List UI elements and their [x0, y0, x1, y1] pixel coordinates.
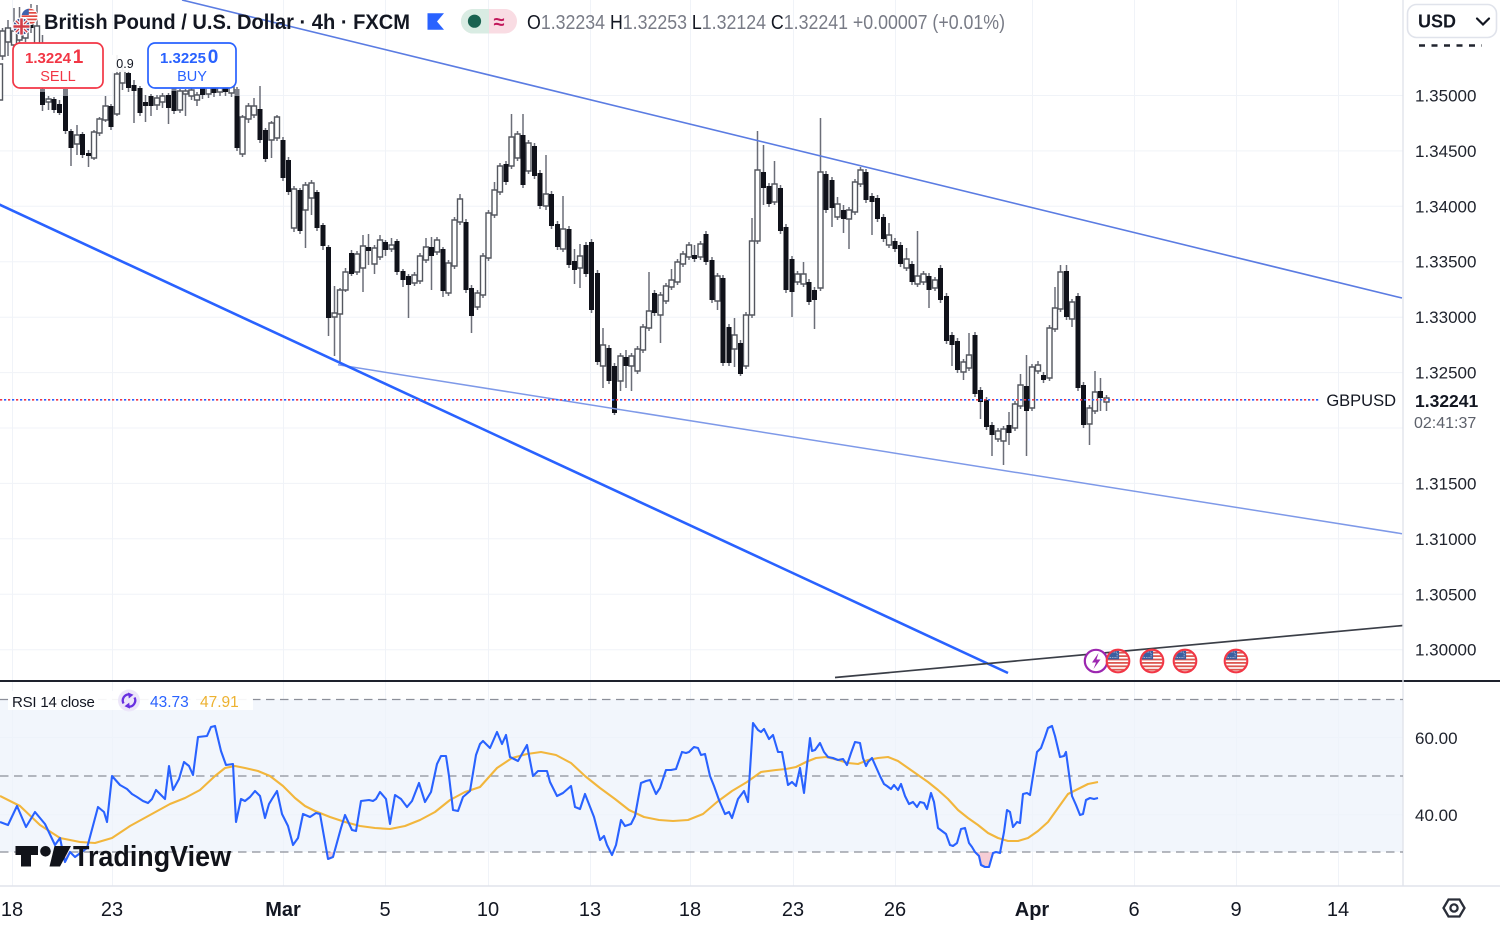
svg-text:1.3225: 1.3225	[160, 50, 206, 67]
svg-text:TradingView: TradingView	[73, 841, 232, 873]
svg-text:10: 10	[477, 899, 499, 921]
svg-text:Apr: Apr	[1015, 899, 1050, 921]
svg-text:0: 0	[208, 47, 219, 68]
svg-text:1.32241: 1.32241	[1415, 391, 1479, 411]
svg-text:18: 18	[679, 899, 701, 921]
svg-text:13: 13	[579, 899, 601, 921]
svg-text:14: 14	[1327, 899, 1349, 921]
svg-text:23: 23	[782, 899, 804, 921]
svg-text:British Pound / U.S. Dollar ·: British Pound / U.S. Dollar · 4h · FXCM	[44, 11, 410, 34]
svg-text:1.3224: 1.3224	[25, 50, 72, 67]
svg-text:60.00: 60.00	[1415, 729, 1458, 748]
svg-text:O1.32234 H1.32253 L1.32124 C1.: O1.32234 H1.32253 L1.32124 C1.32241 +0.0…	[527, 12, 1005, 34]
svg-text:1: 1	[73, 47, 84, 68]
svg-text:GBPUSD: GBPUSD	[1326, 392, 1396, 410]
svg-text:1.35000: 1.35000	[1415, 87, 1476, 106]
svg-text:Mar: Mar	[265, 899, 301, 921]
svg-text:BUY: BUY	[177, 69, 207, 85]
svg-text:1.33500: 1.33500	[1415, 253, 1476, 272]
svg-text:USD: USD	[1418, 12, 1456, 32]
svg-text:1.30000: 1.30000	[1415, 641, 1476, 660]
svg-text:47.91: 47.91	[200, 694, 239, 711]
svg-text:5: 5	[379, 899, 390, 921]
svg-text:≈: ≈	[494, 12, 505, 34]
svg-text:23: 23	[101, 899, 123, 921]
svg-text:1.34000: 1.34000	[1415, 197, 1476, 216]
svg-text:RSI 14 close: RSI 14 close	[12, 694, 95, 711]
svg-text:1.31000: 1.31000	[1415, 530, 1476, 549]
svg-text:1.33000: 1.33000	[1415, 308, 1476, 327]
svg-text:SELL: SELL	[40, 69, 75, 85]
svg-text:43.73: 43.73	[150, 694, 189, 711]
svg-text:1.31500: 1.31500	[1415, 474, 1476, 493]
svg-text:9: 9	[1230, 899, 1241, 921]
svg-text:0.9: 0.9	[116, 57, 133, 71]
svg-text:26: 26	[884, 899, 906, 921]
svg-text:1.30500: 1.30500	[1415, 585, 1476, 604]
svg-text:6: 6	[1128, 899, 1139, 921]
svg-text:18: 18	[1, 899, 23, 921]
svg-text:40.00: 40.00	[1415, 806, 1458, 825]
svg-text:1.32500: 1.32500	[1415, 364, 1476, 383]
svg-text:02:41:37: 02:41:37	[1414, 415, 1476, 432]
svg-text:1.34500: 1.34500	[1415, 142, 1476, 161]
